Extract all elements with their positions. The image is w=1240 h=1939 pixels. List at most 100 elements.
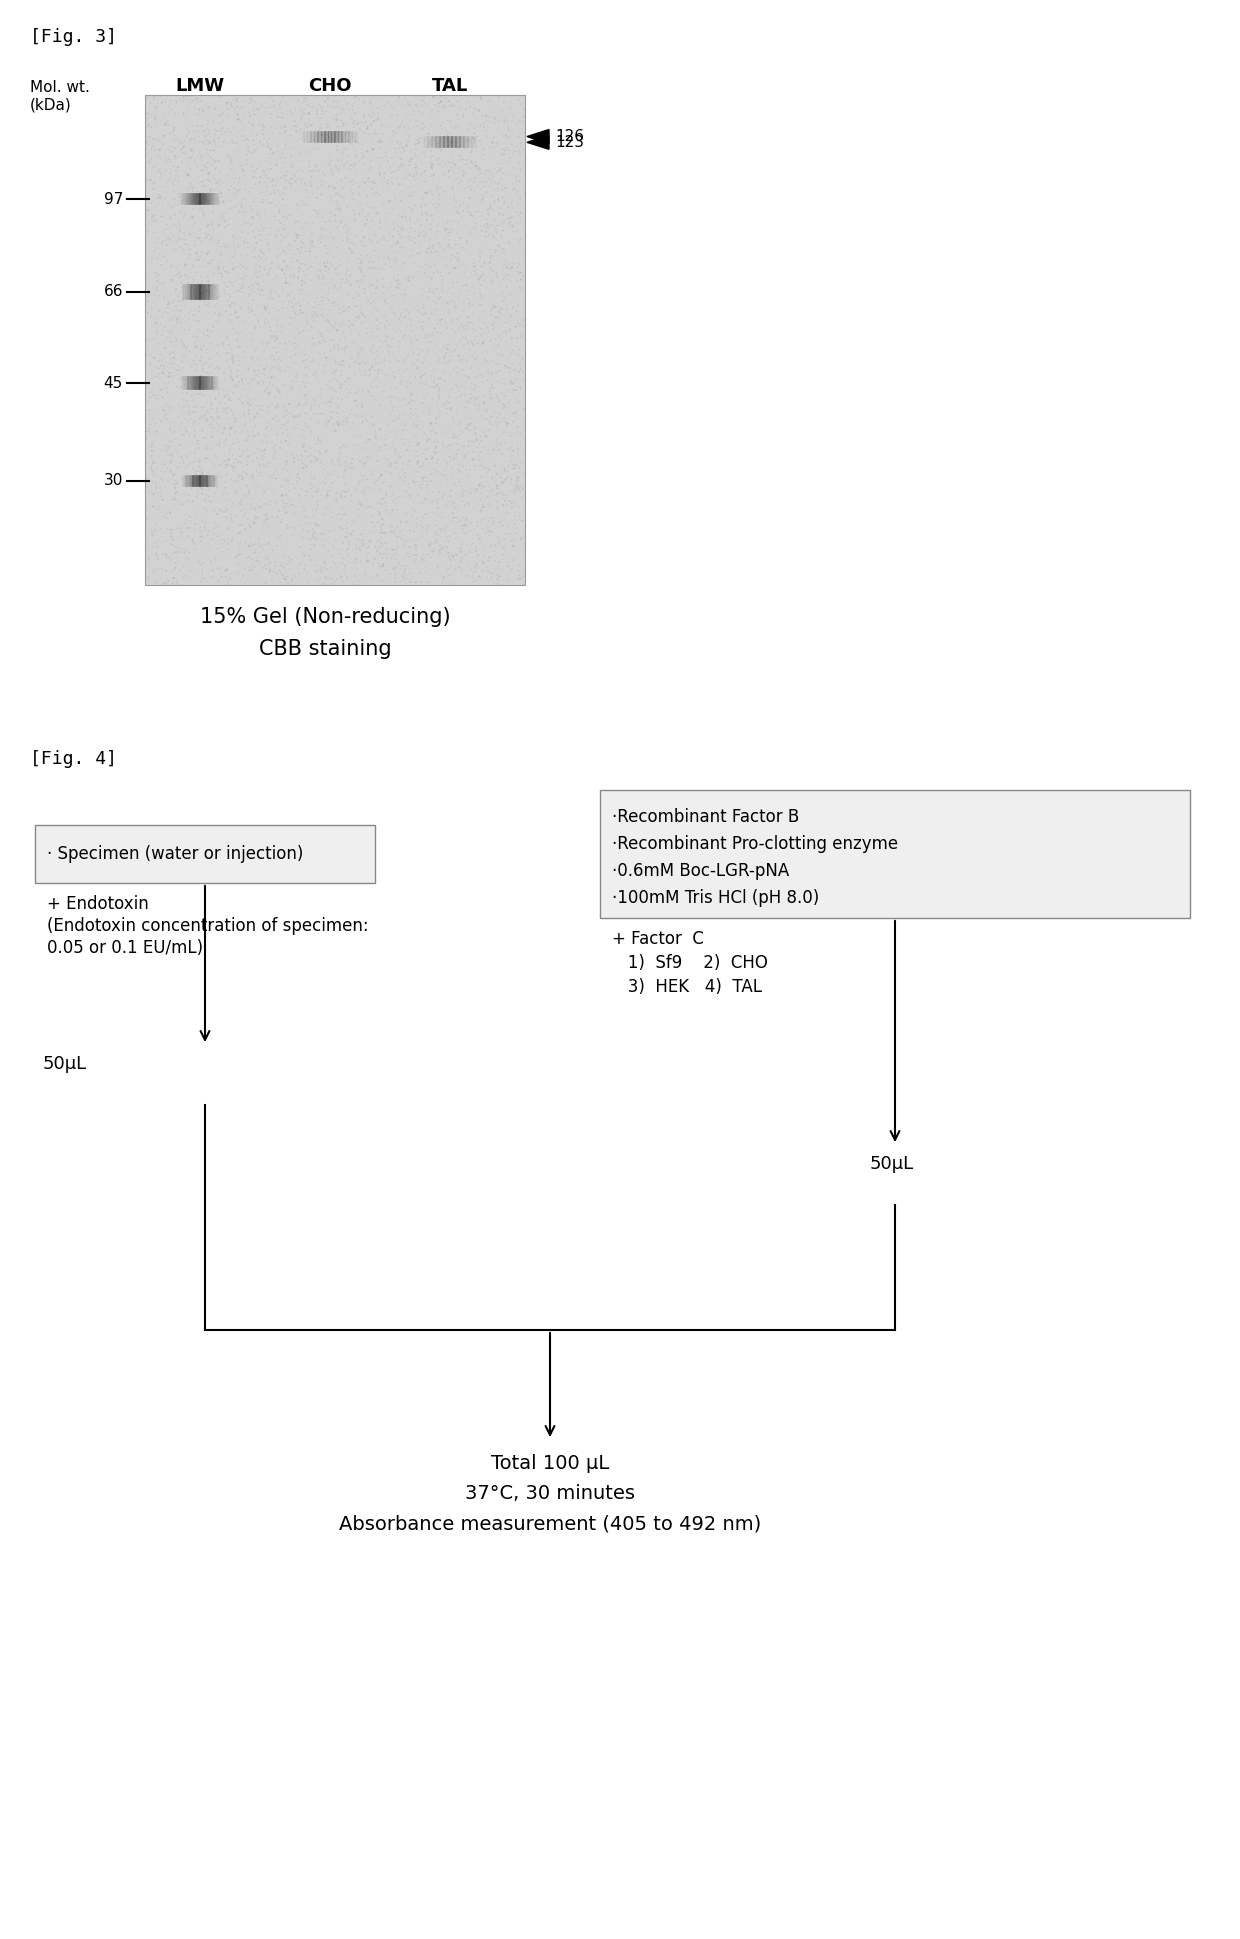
Point: [215, 446, 234, 477]
Point: [438, 471, 458, 502]
Point: [150, 134, 170, 165]
Point: [413, 273, 433, 304]
Point: [326, 151, 346, 182]
Point: [374, 157, 394, 188]
Point: [198, 359, 218, 390]
Point: [156, 409, 176, 440]
Point: [236, 494, 255, 525]
Point: [223, 271, 243, 302]
Point: [286, 225, 306, 256]
Point: [250, 537, 270, 568]
Point: [404, 316, 424, 347]
Point: [492, 299, 512, 330]
Point: [234, 207, 254, 238]
Point: [381, 120, 401, 151]
Point: [497, 295, 517, 326]
Point: [511, 132, 531, 163]
Point: [486, 122, 506, 153]
Point: [277, 473, 296, 504]
Point: [432, 304, 451, 335]
Point: [216, 394, 236, 425]
Point: [247, 192, 267, 223]
Point: [231, 215, 250, 246]
Point: [398, 89, 418, 120]
Point: [277, 450, 296, 481]
Point: [381, 481, 401, 512]
Point: [280, 118, 300, 149]
Point: [497, 483, 517, 514]
Point: [293, 297, 312, 328]
Point: [267, 405, 286, 436]
Point: [507, 514, 527, 545]
Point: [450, 547, 470, 578]
Point: [260, 378, 280, 409]
Point: [325, 465, 345, 496]
Point: [351, 252, 371, 283]
Point: [377, 415, 397, 446]
Point: [476, 518, 496, 549]
Point: [257, 163, 277, 194]
Point: [228, 116, 248, 147]
Point: [321, 382, 341, 413]
Point: [191, 143, 211, 175]
Point: [185, 347, 205, 378]
Point: [227, 477, 247, 508]
Point: [409, 469, 429, 500]
Point: [192, 529, 212, 560]
Point: [410, 345, 430, 376]
Point: [368, 359, 388, 390]
Point: [195, 200, 215, 231]
Point: [310, 316, 330, 347]
Point: [312, 118, 332, 149]
Point: [208, 250, 228, 281]
Point: [360, 198, 379, 229]
Point: [436, 188, 456, 219]
Point: [232, 120, 252, 151]
Point: [487, 469, 507, 500]
Point: [249, 434, 269, 465]
Point: [144, 124, 164, 155]
Point: [308, 149, 327, 180]
Point: [210, 510, 229, 541]
Point: [356, 556, 376, 588]
Point: [357, 471, 377, 502]
Point: [210, 279, 229, 310]
Point: [317, 246, 337, 277]
Point: [500, 518, 520, 549]
Point: [212, 198, 232, 229]
Point: [233, 169, 253, 200]
Point: [274, 324, 294, 355]
Point: [326, 347, 346, 378]
Point: [418, 335, 438, 366]
Point: [428, 363, 448, 394]
Point: [472, 442, 492, 473]
Point: [501, 417, 521, 448]
Point: [193, 562, 213, 593]
Point: [283, 399, 303, 430]
Point: [223, 345, 243, 376]
Point: [449, 206, 469, 237]
Point: [322, 159, 342, 190]
Point: [154, 401, 174, 432]
Point: [202, 209, 222, 240]
Point: [470, 95, 490, 126]
Point: [277, 268, 296, 299]
Point: [224, 429, 244, 460]
Point: [238, 124, 258, 155]
Point: [429, 180, 449, 211]
Point: [233, 91, 253, 122]
Point: [428, 520, 448, 551]
Point: [461, 372, 481, 403]
Point: [288, 221, 308, 252]
Point: [260, 415, 280, 446]
Point: [498, 510, 518, 541]
Point: [242, 555, 262, 586]
Point: [252, 176, 272, 207]
Point: [284, 384, 304, 415]
Point: [246, 268, 265, 299]
Point: [145, 91, 165, 122]
Point: [160, 145, 180, 176]
Point: [401, 388, 420, 419]
Point: [456, 454, 476, 485]
Point: [247, 545, 267, 576]
